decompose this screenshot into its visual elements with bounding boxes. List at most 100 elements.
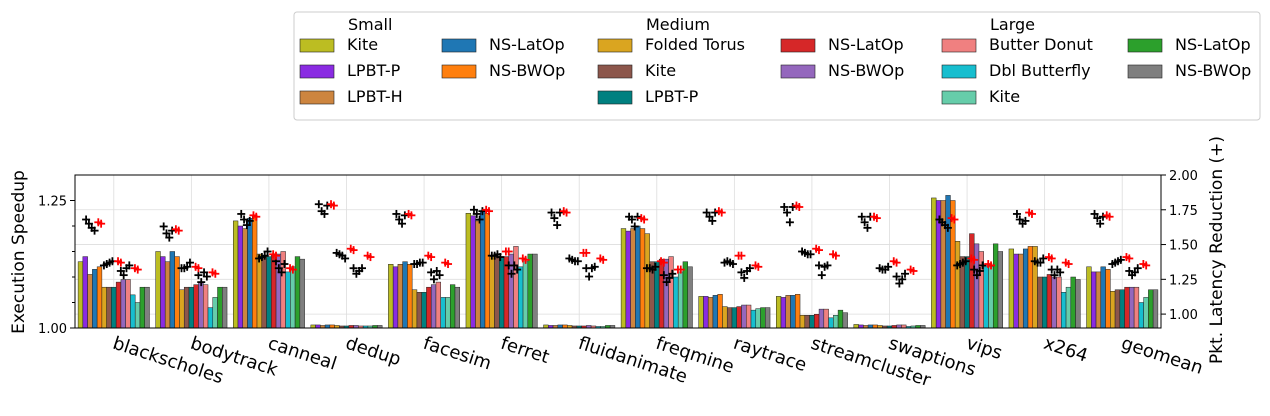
- latency-marker-black: [1050, 271, 1059, 280]
- bar: [682, 261, 688, 329]
- bar: [1114, 289, 1121, 329]
- latency-marker-black: [884, 262, 893, 271]
- y2-tick-label: 1.50: [1169, 239, 1198, 254]
- legend-label: NS-BWOp: [489, 61, 565, 80]
- latency-marker-black: [194, 271, 203, 280]
- latency-marker-black: [435, 271, 444, 280]
- bar: [115, 281, 122, 329]
- bar: [1152, 289, 1159, 329]
- latency-marker-black: [1125, 266, 1134, 275]
- latency-marker-black: [341, 254, 350, 263]
- latency-marker-black: [823, 261, 832, 270]
- bar: [1065, 286, 1072, 329]
- legend-swatch: [597, 38, 633, 53]
- latency-marker-black: [162, 229, 171, 238]
- bar: [698, 296, 704, 329]
- latency-marker-red: [814, 246, 823, 255]
- y-tick-label: 1.25: [38, 195, 67, 210]
- latency-marker-black: [1090, 209, 1099, 218]
- latency-marker-black: [237, 209, 246, 218]
- bar: [799, 315, 806, 329]
- latency-marker-red: [717, 208, 726, 217]
- bar: [454, 286, 461, 329]
- legend-label: Dbl Butterfly: [989, 61, 1091, 80]
- bar: [644, 233, 650, 329]
- latency-marker-red: [909, 266, 918, 275]
- x-tick-label: ferret: [498, 333, 552, 368]
- latency-marker-red: [582, 248, 591, 257]
- latency-marker-red: [174, 226, 183, 235]
- bar: [1037, 276, 1043, 329]
- bar: [635, 225, 641, 329]
- legend-label: Folded Torus: [645, 35, 745, 54]
- bar: [842, 312, 848, 329]
- latency-marker-black: [165, 233, 174, 242]
- latency-marker-red: [640, 215, 649, 224]
- bar: [470, 215, 476, 329]
- bar: [489, 256, 495, 329]
- latency-marker-black: [398, 219, 407, 228]
- bar: [954, 241, 961, 329]
- y2-tick-label: 1.25: [1169, 273, 1198, 288]
- latency-marker-black: [585, 272, 594, 281]
- bar: [77, 261, 84, 329]
- legend: SmallKiteLPBT-PLPBT-HNS-LatOpNS-BWOpMedi…: [293, 11, 1261, 121]
- bar: [1091, 271, 1097, 329]
- legend-label: Kite: [347, 35, 378, 54]
- bar: [1086, 266, 1092, 329]
- bar: [809, 315, 815, 329]
- bar: [247, 218, 253, 329]
- legend-label: NS-BWOp: [828, 61, 904, 80]
- latency-marker-black: [263, 247, 272, 256]
- latency-marker-black: [901, 269, 910, 278]
- bar: [532, 253, 538, 329]
- legend-swatch: [441, 64, 477, 79]
- bar: [484, 213, 490, 329]
- latency-marker-black: [898, 275, 907, 284]
- latency-marker-black: [817, 271, 826, 280]
- bar: [139, 286, 145, 329]
- latency-marker-black: [475, 215, 484, 224]
- bar: [780, 297, 787, 329]
- latency-marker-red: [659, 258, 668, 267]
- legend-swatch: [1127, 38, 1163, 53]
- legend-swatch: [780, 38, 816, 53]
- bar: [426, 286, 432, 329]
- y-tick-label: 1.00: [38, 322, 67, 337]
- latency-marker-black: [432, 266, 441, 275]
- latency-marker-red: [987, 261, 996, 270]
- bar: [407, 264, 413, 329]
- latency-marker-red: [427, 253, 436, 262]
- bar: [101, 286, 107, 329]
- x-tick-label: dedup: [343, 333, 403, 371]
- bar: [1138, 302, 1144, 329]
- bar: [712, 295, 718, 329]
- bar: [144, 286, 150, 329]
- bar: [707, 297, 714, 329]
- latency-marker-black: [943, 223, 952, 232]
- bar: [814, 313, 820, 329]
- bar: [475, 220, 481, 329]
- latency-marker-black: [513, 265, 522, 274]
- bar: [755, 308, 761, 329]
- latency-marker-black: [125, 261, 134, 270]
- latency-marker-black: [349, 264, 358, 273]
- latency-marker-black: [740, 273, 749, 282]
- bar: [1051, 276, 1057, 329]
- latency-marker-red: [754, 262, 763, 271]
- bar: [997, 251, 1004, 329]
- bar: [736, 306, 742, 329]
- bar: [92, 269, 98, 329]
- bar: [193, 284, 199, 329]
- latency-marker-black: [1096, 219, 1105, 228]
- latency-marker-black: [745, 264, 754, 273]
- legend-swatch: [299, 90, 335, 105]
- legend-swatch: [299, 64, 335, 79]
- bar: [212, 297, 218, 329]
- legend-label: NS-LatOp: [828, 35, 904, 54]
- bar: [430, 284, 437, 329]
- bar: [169, 251, 175, 329]
- latency-marker-black: [547, 208, 556, 217]
- bar: [261, 256, 267, 329]
- latency-marker-black: [627, 215, 636, 224]
